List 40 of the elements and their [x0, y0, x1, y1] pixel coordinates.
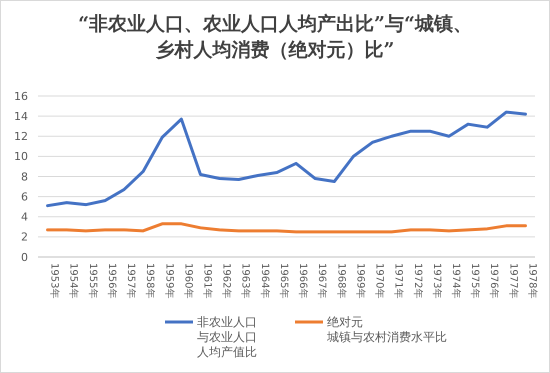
x-tick-label: 1975年 — [469, 263, 482, 298]
x-tick-label: 1954年 — [68, 263, 80, 298]
y-tick-label: 0 — [21, 250, 28, 264]
x-tick-label: 1959年 — [163, 263, 176, 298]
y-tick-label: 8 — [21, 170, 28, 184]
x-tick-label: 1969年 — [354, 263, 366, 298]
x-tick-label: 1956年 — [106, 263, 118, 298]
x-tick-label: 1971年 — [392, 263, 405, 298]
x-tick-label: 1964年 — [258, 263, 271, 298]
x-tick-label: 1976年 — [488, 263, 500, 298]
x-tick-label: 1978年 — [526, 263, 538, 298]
line-series — [46, 110, 527, 208]
x-tick-label: 1961年 — [201, 263, 214, 298]
legend-label: 绝对元城镇与农村消费水平比 — [326, 315, 447, 344]
x-tick-label: 1962年 — [220, 263, 233, 298]
x-tick-label: 1968年 — [335, 263, 348, 298]
y-tick-label: 4 — [21, 210, 28, 224]
x-tick-label: 1966年 — [297, 263, 310, 298]
x-tick-label: 1974年 — [450, 263, 462, 298]
x-tick-label: 1958年 — [144, 263, 156, 298]
x-tick-label: 1965年 — [278, 263, 290, 298]
x-tick-label: 1960年 — [182, 263, 194, 298]
x-tick-label: 1970年 — [374, 263, 386, 298]
x-tick-label: 1977年 — [507, 263, 520, 298]
x-tick-label: 1955年 — [86, 263, 99, 298]
y-tick-label: 10 — [14, 150, 28, 164]
y-tick-label: 12 — [14, 130, 28, 144]
x-tick-label: 1973年 — [430, 263, 443, 298]
y-tick-label: 14 — [14, 110, 28, 123]
x-tick-label: 1957年 — [125, 263, 138, 298]
legend-label: 非农业人口与农业人口人均产值比 — [197, 315, 257, 359]
x-tick-label: 1953年 — [48, 263, 61, 298]
line-series — [46, 222, 527, 234]
y-tick-label: 2 — [21, 230, 28, 244]
x-tick-label: 1967年 — [316, 263, 328, 298]
y-tick-label: 6 — [21, 190, 28, 204]
y-tick-label: 16 — [14, 90, 28, 103]
chart-title: “非农业人口、农业人口人均产出比”与“城镇、乡村人均消费（绝对元）比” — [78, 13, 472, 61]
x-tick-label: 1972年 — [412, 263, 424, 298]
x-tick-label: 1963年 — [240, 263, 252, 298]
